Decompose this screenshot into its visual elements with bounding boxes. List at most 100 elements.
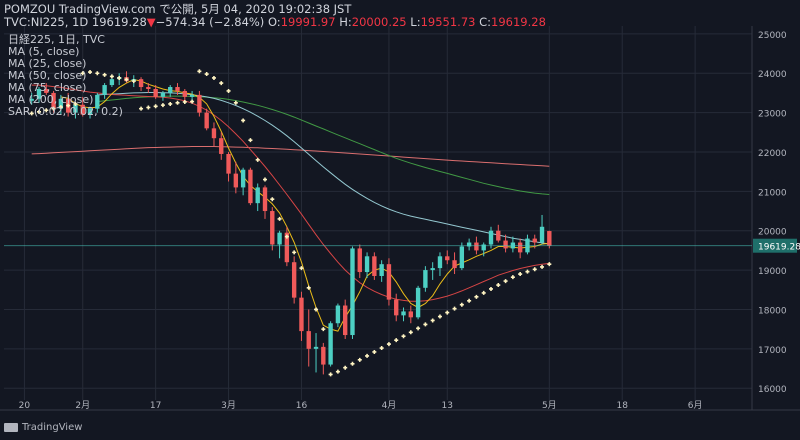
x-tick-label: 16 [296,401,308,411]
y-tick-label: 25000 [758,31,787,41]
legend-ma200[interactable]: MA (200, close) [8,93,94,106]
sar-point [58,105,63,110]
legend-ma75[interactable]: MA (75, close) [8,81,87,94]
candle-body [36,88,42,99]
legend-ma50[interactable]: MA (50, close) [8,69,87,82]
candle-body [408,311,413,318]
y-tick-label: 19000 [758,267,787,277]
candles [29,71,552,375]
candle-body [452,260,457,269]
x-tick-label: 13 [442,401,453,411]
candle-body [168,87,173,93]
sar-point [131,79,136,84]
sar-point [36,109,41,114]
sar-point [416,326,421,331]
ma50-line [97,92,550,245]
candle-body [335,305,341,324]
candle-body [277,232,282,245]
candle-body [219,138,224,154]
candle-body [437,256,443,269]
sar-point [226,88,231,93]
tradingview-logo[interactable]: TradingView [4,422,82,433]
price-tag-bg [753,238,797,253]
sar-point [452,306,457,311]
sar-point [168,101,173,106]
sar-point [489,286,494,291]
legend-sar[interactable]: SAR (0.02, 0.02, 0.2) [8,105,123,118]
candle-body [153,88,158,97]
candle-body [445,256,450,261]
sar-point [255,157,260,162]
sar-point [306,285,311,290]
sar-point [350,361,355,366]
indicator-legend: 日経225, 1日, TVC MA (5, close) MA (25, clo… [8,34,123,118]
legend-ma25[interactable]: MA (25, close) [8,57,87,70]
candle-body [51,92,56,109]
sar-point [270,197,275,202]
sar-point [44,108,49,113]
grid [4,26,752,400]
candle-body [517,242,523,253]
ma75-line [97,95,550,195]
sar-point [233,100,238,105]
sar-point [386,342,391,347]
candle-body [466,242,472,247]
candle-body [175,87,180,91]
candle-body [182,90,187,97]
candle-body [87,108,93,115]
sar-point [182,99,187,104]
sar-point [80,71,85,76]
tradingview-icon [4,423,18,432]
candle-body [343,305,348,336]
x-tick-label: 5月 [542,400,557,411]
close-label: C: [479,15,492,29]
candle-body [29,98,34,101]
sar-point [102,72,107,77]
sar-point [73,101,78,106]
sar-point [372,349,377,354]
candle-body [350,248,355,336]
sar-point [241,118,246,123]
candle-body [248,169,253,204]
candle-body [73,104,78,113]
candle-body [313,346,319,349]
candle-body [211,128,217,139]
open-value: 19991.97 [280,15,336,29]
candle-body [474,242,479,251]
candle-body [189,94,195,97]
candle-body [291,262,297,298]
sar-point [328,372,333,377]
sar-point [423,322,428,327]
sar-point [211,75,216,80]
sar-point [481,290,486,295]
price-tag: 19619.28 [758,243,800,253]
sar-point [474,294,479,299]
sar-point [292,250,297,255]
x-tick-label: 4月 [382,400,397,411]
candle-body [240,169,246,188]
sar-point [117,75,122,80]
candle-body [503,240,508,249]
legend-ma5[interactable]: MA (5, close) [8,45,80,58]
y-tick-label: 21000 [758,188,787,198]
candle-body [539,226,545,243]
candle-body [299,297,304,332]
sar-point [525,269,530,274]
sar-point [365,353,370,358]
y-tick-label: 20000 [758,228,787,238]
candle-body [430,268,435,271]
sar-point [277,216,282,221]
candle-body [226,153,231,174]
candle-body [488,230,494,245]
candle-body [372,256,377,276]
sar-point [190,99,195,104]
last-price: 19619.28 [91,15,147,29]
sar-point [401,334,406,339]
sar-point [321,327,326,332]
legend-title[interactable]: 日経225, 1日, TVC [8,33,105,46]
candle-body [357,248,362,273]
sar-point [445,310,450,315]
candle-body [262,187,268,212]
sar-point [153,104,158,109]
